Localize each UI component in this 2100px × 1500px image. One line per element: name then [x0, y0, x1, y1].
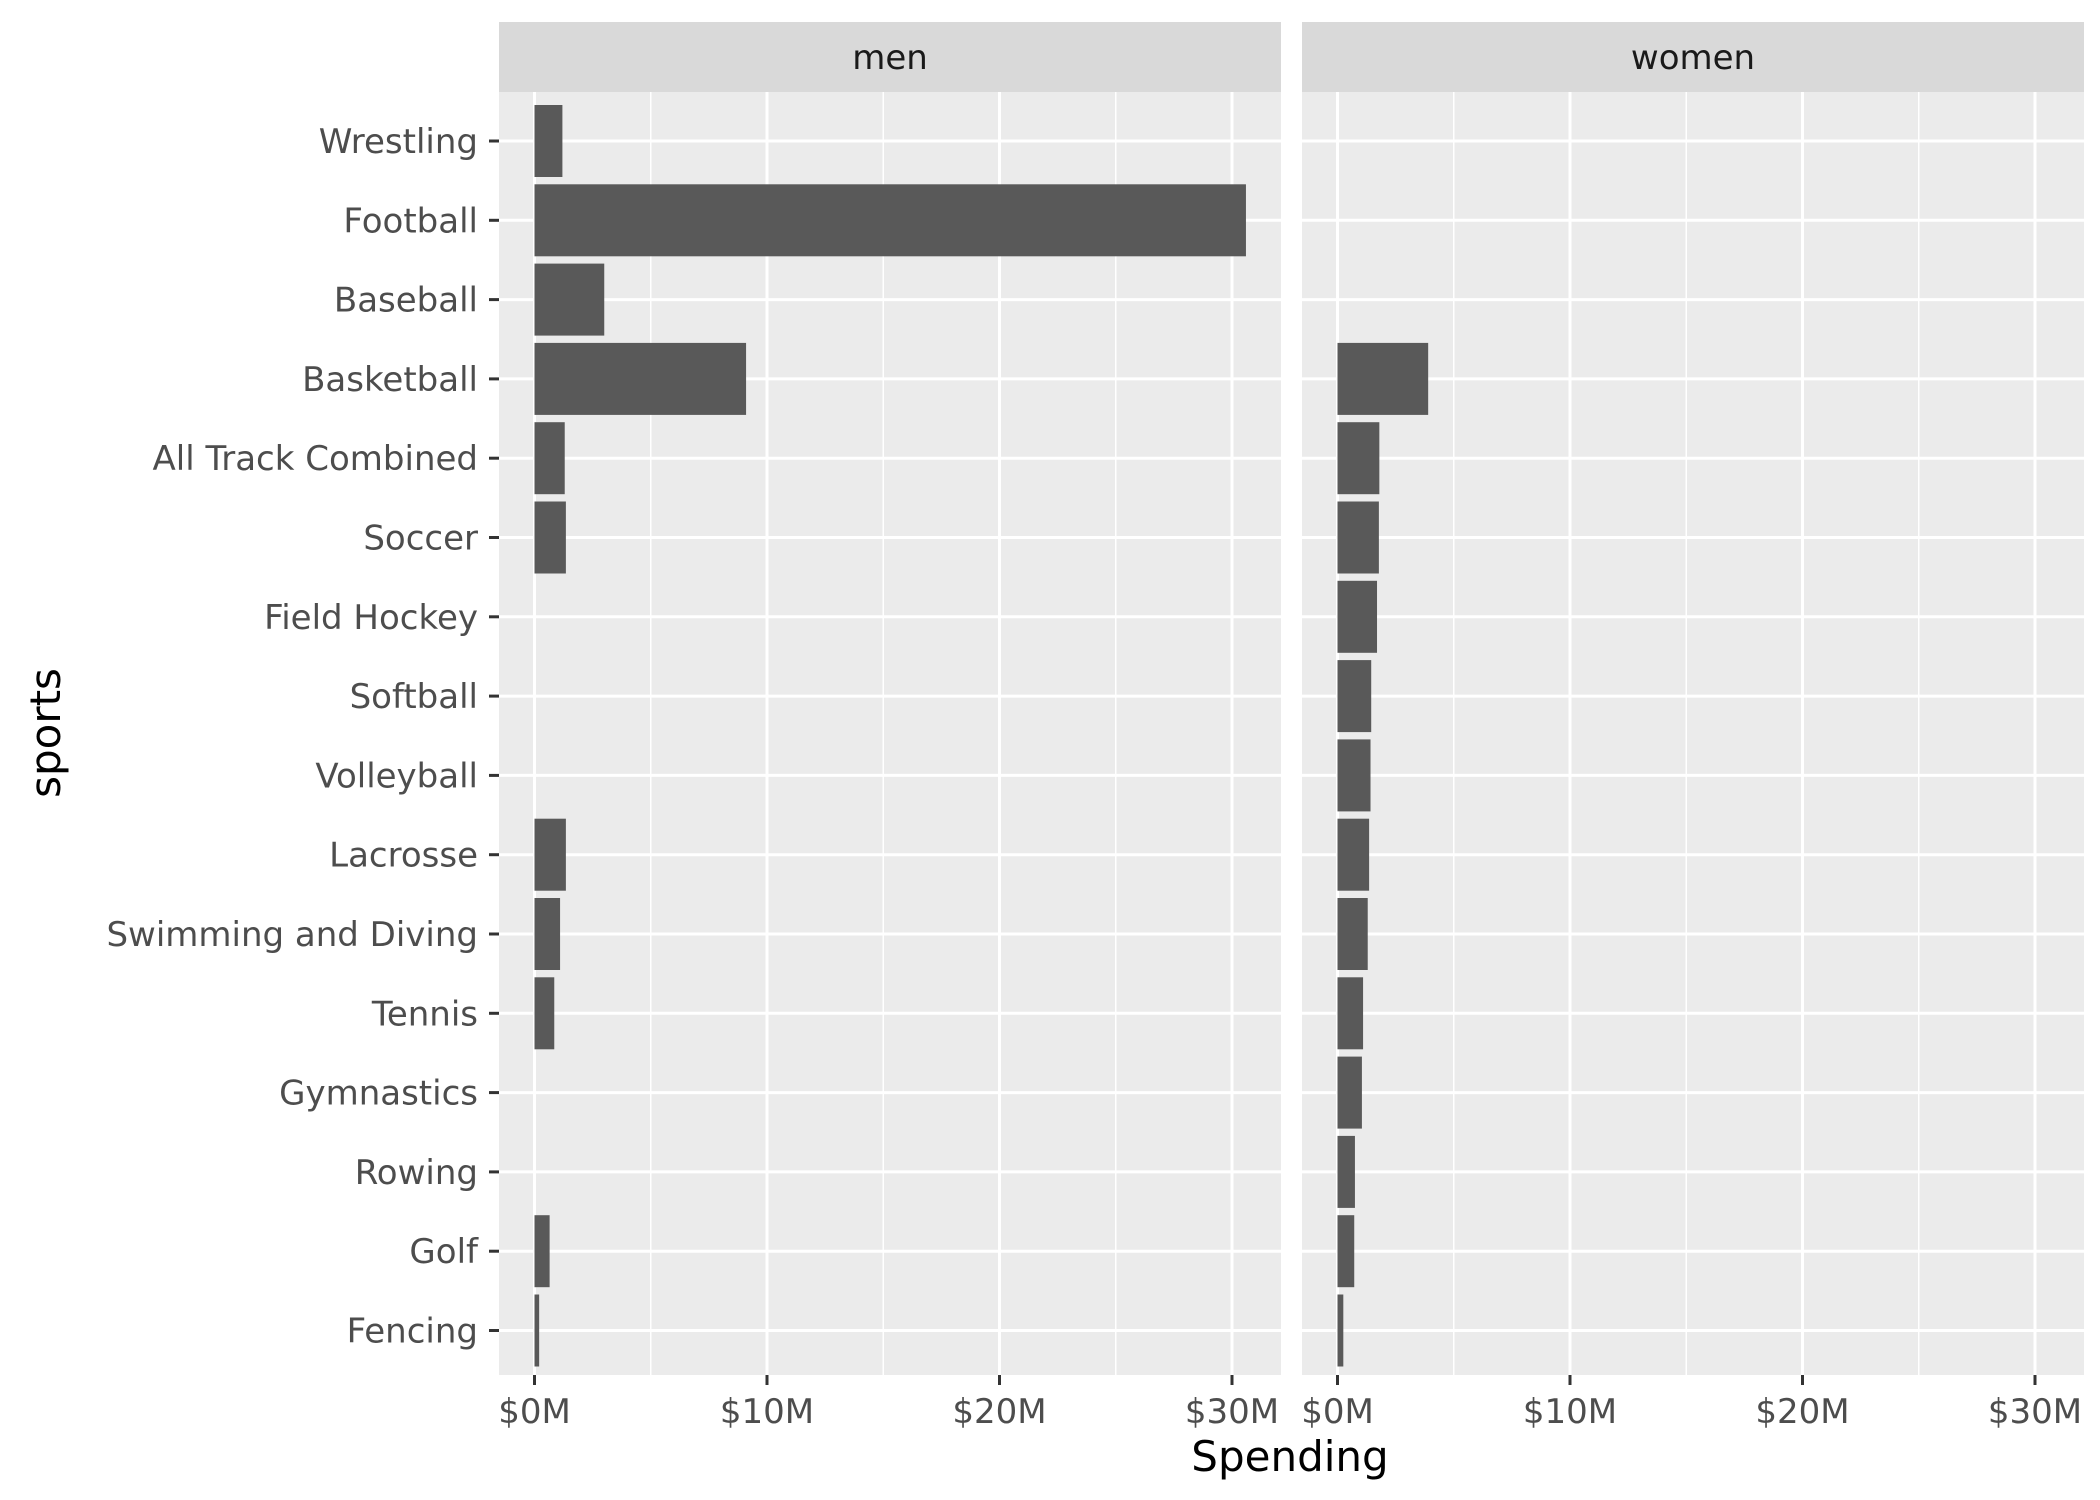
bar-men-all-track-combined	[534, 422, 565, 495]
y-tick-label: Softball	[350, 677, 478, 717]
y-tick-label: Fencing	[347, 1312, 478, 1352]
bar-women-golf	[1337, 1215, 1355, 1288]
bar-men-basketball	[534, 342, 747, 415]
x-tick-label: $30M	[1988, 1392, 2082, 1432]
y-tick-label: All Track Combined	[153, 439, 478, 479]
y-tick-label: Tennis	[371, 994, 478, 1034]
y-tick-label: Basketball	[302, 360, 478, 400]
bar-women-rowing	[1337, 1135, 1355, 1208]
y-tick-label: Swimming and Diving	[106, 915, 478, 955]
x-tick-label: $20M	[1755, 1392, 1849, 1432]
bar-women-softball	[1337, 660, 1372, 733]
bar-men-baseball	[534, 263, 605, 336]
bar-women-lacrosse	[1337, 818, 1370, 891]
y-tick-label: Baseball	[334, 281, 478, 321]
facet-strip	[499, 22, 1281, 92]
y-tick-label: Rowing	[355, 1153, 478, 1193]
y-tick-label: Wrestling	[319, 122, 478, 162]
y-tick-label: Volleyball	[315, 756, 478, 796]
x-tick-label: $0M	[1301, 1392, 1374, 1432]
bar-men-tennis	[534, 977, 555, 1050]
bar-women-volleyball	[1337, 739, 1371, 812]
y-tick-label: Football	[343, 201, 478, 241]
bar-men-wrestling	[534, 105, 563, 177]
panel-background	[1302, 92, 2084, 1375]
bar-men-soccer	[534, 501, 566, 574]
y-tick-label: Lacrosse	[329, 836, 478, 876]
facet-strip-label: women	[1631, 38, 1755, 78]
x-tick-label: $30M	[1185, 1392, 1279, 1432]
y-axis: Wrestling Football Baseball Basketball All T…	[106, 122, 499, 1352]
bar-men-swimming-and-diving	[534, 898, 561, 970]
bar-women-swimming-and-diving	[1337, 898, 1368, 970]
panel-background	[499, 92, 1281, 1375]
x-tick-label: $10M	[1523, 1392, 1617, 1432]
y-tick-label: Gymnastics	[279, 1074, 478, 1114]
y-tick-label: Soccer	[363, 519, 478, 559]
y-tick-label: Field Hockey	[264, 598, 478, 638]
bar-men-lacrosse	[534, 818, 566, 891]
x-tick-label: $20M	[952, 1392, 1046, 1432]
x-axis-title: Spending	[1191, 1432, 1388, 1481]
y-tick-label: Golf	[409, 1232, 479, 1272]
panel-men: men $0M $10M $20M $30M	[498, 22, 1281, 1432]
bar-women-field-hockey	[1337, 580, 1378, 653]
x-tick-label: $10M	[720, 1392, 814, 1432]
bar-women-fencing	[1337, 1294, 1344, 1367]
bar-women-soccer	[1337, 501, 1379, 574]
facet-strip	[1302, 22, 2084, 92]
bar-men-football	[534, 184, 1246, 257]
bar-men-golf	[534, 1215, 550, 1288]
x-tick-label: $0M	[498, 1392, 571, 1432]
y-axis-title: sports	[21, 668, 70, 798]
bar-women-tennis	[1337, 977, 1364, 1050]
bar-women-gymnastics	[1337, 1056, 1362, 1129]
bar-men-fencing	[534, 1294, 540, 1367]
panel-women: women $0M $10M $20M $30M	[1301, 22, 2084, 1432]
bar-women-basketball	[1337, 342, 1429, 415]
bar-women-all-track-combined	[1337, 422, 1380, 495]
facet-strip-label: men	[852, 38, 928, 78]
